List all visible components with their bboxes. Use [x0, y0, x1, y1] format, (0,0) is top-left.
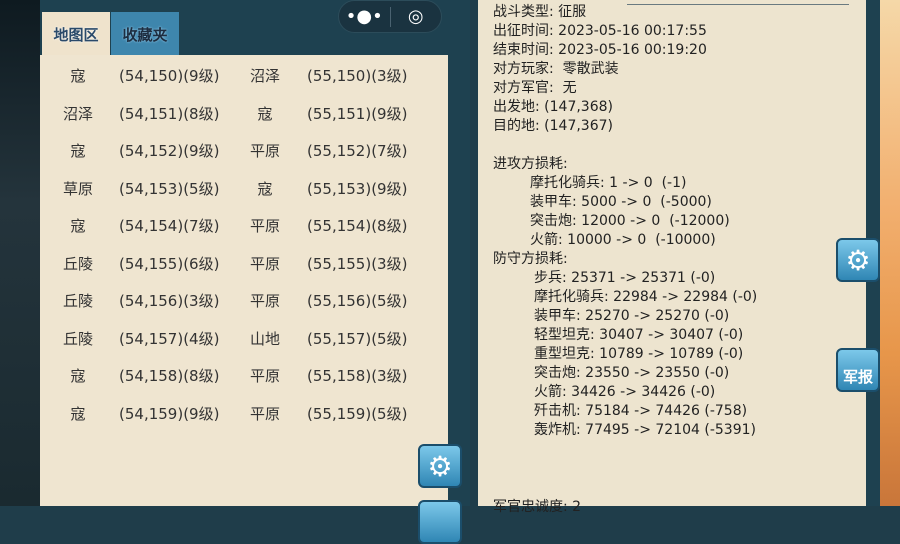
- mini-program-capsule: •●• ◎: [338, 0, 442, 33]
- report-line: 对方军官: 无: [493, 80, 577, 96]
- terrain-cell: 丘陵: [62, 254, 93, 273]
- coord-cell: (54,156)(3级): [119, 292, 220, 310]
- report-line: 防守方损耗:: [493, 251, 568, 267]
- coord-cell: (55,155)(3级): [307, 254, 408, 273]
- settings-button[interactable]: ⚙: [418, 444, 462, 488]
- terrain-cell: 寇: [257, 179, 273, 198]
- coord-cell: (55,151)(9级): [307, 104, 408, 123]
- list-item[interactable]: 丘陵 (54,156)(3级) 平原 (55,156)(5级): [40, 285, 448, 315]
- report-line: 火箭: 10000 -> 0 (-10000): [530, 232, 716, 248]
- terrain-cell: 平原: [249, 367, 280, 385]
- terrain-cell: 沼泽: [249, 67, 280, 85]
- report-line: 轻型坦克: 30407 -> 30407 (-0): [534, 327, 744, 343]
- list-item[interactable]: 沼泽 (54,151)(8级) 寇 (55,151)(9级): [40, 98, 448, 128]
- coord-cell: (54,152)(9级): [119, 142, 220, 160]
- terrain-cell: 丘陵: [62, 292, 93, 310]
- terrain-cell: 寇: [70, 67, 86, 85]
- list-item[interactable]: 丘陵 (54,157)(4级) 山地 (55,157)(5级): [40, 323, 448, 353]
- battle-report-panel: [478, 0, 866, 506]
- report-line: 歼击机: 75184 -> 74426 (-758): [534, 403, 748, 419]
- report-line: 轰炸机: 77495 -> 72104 (-5391): [534, 422, 756, 438]
- coord-cell: (55,152)(7级): [307, 142, 408, 160]
- terrain-cell: 寇: [70, 404, 86, 423]
- lower-button[interactable]: [418, 500, 462, 544]
- report-line: 出征时间: 2023-05-16 00:17:55: [493, 23, 707, 39]
- coord-cell: (55,159)(5级): [307, 404, 408, 423]
- coord-cell: (55,154)(8级): [307, 217, 408, 235]
- coord-cell: (54,157)(4级): [119, 329, 220, 348]
- report-line: 进攻方损耗:: [493, 156, 568, 172]
- coord-cell: (54,153)(5级): [119, 179, 220, 198]
- close-button[interactable]: ◎: [407, 6, 424, 27]
- terrain-cell: 寇: [70, 367, 86, 385]
- gear-icon: ⚙: [845, 243, 871, 277]
- terrain-cell: 丘陵: [62, 329, 93, 348]
- terrain-cell: 平原: [249, 404, 280, 423]
- report-line: 摩托化骑兵: 22984 -> 22984 (-0): [534, 289, 758, 305]
- report-line: 火箭: 34426 -> 34426 (-0): [534, 384, 716, 400]
- coord-cell: (54,150)(9级): [119, 67, 220, 85]
- report-line: 结束时间: 2023-05-16 00:19:20: [493, 42, 707, 58]
- report-line: [493, 136, 757, 155]
- coord-cell: (55,156)(5级): [307, 292, 408, 310]
- terrain-cell: 沼泽: [62, 104, 93, 123]
- terrain-cell: 平原: [249, 292, 280, 310]
- list-item[interactable]: 丘陵 (54,155)(6级) 平原 (55,155)(3级): [40, 248, 448, 278]
- coord-cell: (55,157)(5级): [307, 329, 408, 348]
- report-line: 目的地: (147,367): [493, 118, 613, 134]
- report-line: 对方玩家: 零散武装: [493, 61, 619, 77]
- coord-cell: (54,155)(6级): [119, 254, 220, 273]
- report-line: 突击炮: 23550 -> 23550 (-0): [534, 365, 730, 381]
- battle-report-label: 军报: [842, 368, 873, 386]
- report-line: 装甲车: 25270 -> 25270 (-0): [534, 308, 730, 324]
- coord-cell: (54,159)(9级): [119, 404, 220, 423]
- list-item[interactable]: 寇 (54,158)(8级) 平原 (55,158)(3级): [40, 360, 448, 390]
- coord-cell: (54,154)(7级): [119, 217, 220, 235]
- tab-map-area[interactable]: 地图区: [42, 12, 110, 56]
- terrain-cell: 寇: [70, 217, 86, 235]
- list-item[interactable]: 寇 (54,159)(9级) 平原 (55,159)(5级): [40, 398, 448, 428]
- coord-cell: (55,153)(9级): [307, 179, 408, 198]
- report-line: 步兵: 25371 -> 25371 (-0): [534, 270, 716, 286]
- coord-cell: (55,158)(3级): [307, 367, 408, 385]
- terrain-cell: 草原: [62, 179, 93, 198]
- terrain-cell: 山地: [249, 329, 280, 348]
- report-line: 战斗类型: 征服: [493, 4, 587, 20]
- report-line: 摩托化骑兵: 1 -> 0 (-1): [530, 175, 687, 191]
- list-item[interactable]: 寇 (54,152)(9级) 平原 (55,152)(7级): [40, 135, 448, 165]
- officer-loyalty: 军官忠诚度: 2: [493, 499, 582, 515]
- settings-button-right[interactable]: ⚙: [836, 238, 880, 282]
- terrain-cell: 平原: [249, 217, 280, 235]
- gear-icon: ⚙: [427, 449, 453, 483]
- report-line: 突击炮: 12000 -> 0 (-12000): [530, 213, 730, 229]
- capsule-divider: [389, 6, 391, 27]
- coord-cell: (54,151)(8级): [119, 104, 220, 123]
- terrain-cell: 平原: [249, 142, 280, 160]
- divider: [627, 4, 849, 5]
- background-scene-right: [880, 0, 900, 506]
- terrain-cell: 寇: [70, 142, 86, 160]
- battle-report-text: 战斗类型: 征服出征时间: 2023-05-16 00:17:55 结束时间: 2…: [493, 3, 757, 440]
- more-button[interactable]: •●•: [345, 6, 383, 27]
- coord-cell: (54,158)(8级): [119, 367, 220, 385]
- coord-cell: (55,150)(3级): [307, 67, 408, 85]
- report-line: 装甲车: 5000 -> 0 (-5000): [530, 194, 712, 210]
- terrain-cell: 平原: [249, 254, 280, 273]
- list-item[interactable]: 寇 (54,154)(7级) 平原 (55,154)(8级): [40, 210, 448, 240]
- list-item[interactable]: 寇 (54,150)(9级) 沼泽 (55,150)(3级): [40, 60, 448, 90]
- list-item[interactable]: 草原 (54,153)(5级) 寇 (55,153)(9级): [40, 173, 448, 203]
- battle-report-button[interactable]: 军报: [836, 348, 880, 392]
- tab-favorites[interactable]: 收藏夹: [111, 12, 179, 56]
- map-tile-list: 寇 (54,150)(9级) 沼泽 (55,150)(3级) 沼泽 (54,151)(8级…: [40, 55, 448, 506]
- report-line: 出发地: (147,368): [493, 99, 613, 115]
- terrain-cell: 寇: [257, 104, 273, 123]
- report-line: 重型坦克: 10789 -> 10789 (-0): [534, 346, 744, 362]
- background-scene-left: [0, 0, 40, 506]
